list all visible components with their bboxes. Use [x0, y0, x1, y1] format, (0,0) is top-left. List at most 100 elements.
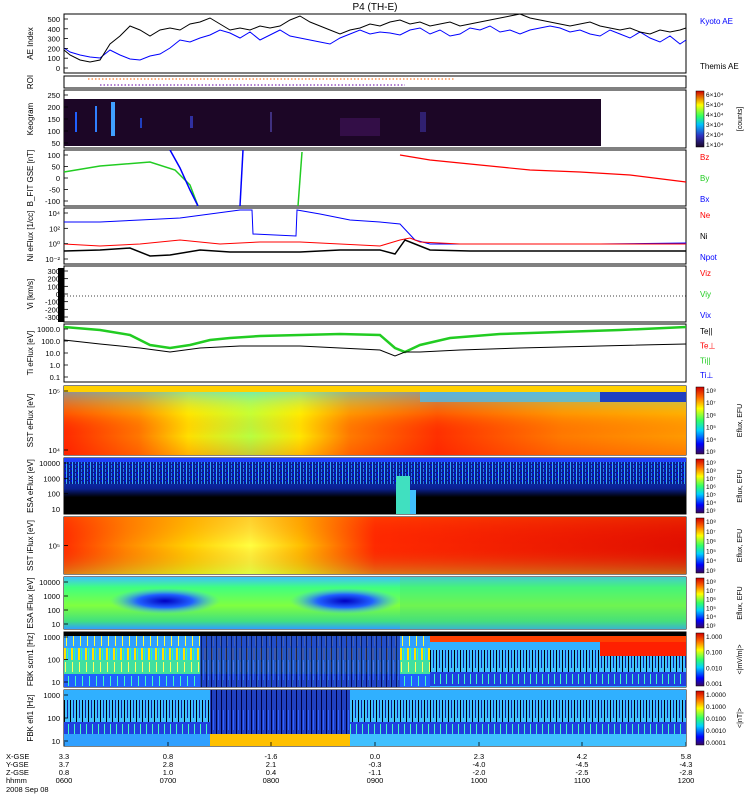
by-line [63, 161, 199, 207]
ylabel-esa_i: ESA iFlux [eV] [26, 577, 35, 628]
colorbar-label-fbk_scm: <|mV/m|> [737, 644, 744, 674]
ytick-label: 10⁵ [49, 542, 60, 551]
colorbar-keogram [695, 90, 705, 148]
legend-velocity-2: Vix [700, 311, 711, 320]
ylabel-velocity: Vi [km/s] [26, 279, 35, 310]
esa-e-panel [64, 458, 686, 514]
colorbar-tick: 10⁵ [706, 548, 716, 555]
sst-i-panel [64, 517, 686, 574]
ephem-value: 3.3 [59, 752, 69, 761]
panel-labels: AE Index5004003002001000ROIKeogram250200… [26, 15, 68, 746]
colorbar-label-sst_e: Eflux, EFU [737, 404, 744, 437]
ytick-label: 400 [47, 25, 60, 34]
colorbar-label-esa_i: Eflux, EFU [737, 586, 744, 619]
colorbar-tick: 10⁵ [706, 492, 716, 499]
ylabel-temperature: Ti eFlux [eV] [26, 331, 35, 376]
legend-temperature-0: Te|| [700, 327, 713, 336]
colorbar-tick: 10⁸ [706, 519, 716, 526]
colorbar-tick: 6×10⁴ [706, 92, 724, 99]
colorbars: 6×10⁴ 5×10⁴ 4×10⁴ 3×10⁴ 2×10⁴ 1×10⁴ [counts] 10… [695, 90, 744, 747]
colorbar-tick: 4×10⁴ [706, 112, 724, 119]
colorbar-tick: 0.0100 [706, 716, 726, 723]
colorbar-tick: 0.010 [706, 665, 723, 672]
velocity-panel [58, 268, 686, 322]
ytick-label: 10² [49, 224, 60, 233]
colorbar-label-fbk_efi: <|nT|> [737, 708, 744, 728]
ephem-value: 0.0 [370, 752, 380, 761]
colorbar-tick: 10⁷ [706, 400, 716, 407]
ytick-label: 1000 [43, 691, 60, 700]
ephem-value: -0.3 [369, 760, 382, 769]
ytick-label: 10 [52, 737, 60, 746]
ytick-label: 10 [52, 620, 60, 629]
colorbar-tick: 10⁸ [706, 388, 716, 395]
ytick-label: 10⁵ [49, 387, 60, 396]
colorbar-tick: 10⁷ [706, 476, 716, 483]
ephem-value: 0.8 [59, 768, 69, 777]
ephem-value: -1.1 [369, 768, 382, 777]
ytick-label: -50 [49, 186, 60, 195]
ytick-label: 10000 [39, 459, 60, 468]
ni-line [64, 209, 687, 245]
ephem-value: -2.0 [473, 768, 486, 777]
colorbar-tick: 10⁶ [706, 484, 716, 491]
ephem-value: 0900 [367, 776, 384, 785]
legend-bfield-1: By [700, 174, 709, 183]
ephem-row-label: hhmm [6, 776, 27, 785]
colorbar-label-sst_i: Eflux, EFU [737, 529, 744, 562]
legend-bfield-2: Bx [700, 195, 709, 204]
colorbar-tick: 10⁶ [706, 539, 716, 546]
ephemeris-table: X-GSE 3.3 0.8 -1.6 0.0 2.3 4.2 5.8 Y-GSE 3.7 2.8 2.… [6, 742, 694, 794]
bz-line [399, 154, 687, 183]
density-panel [63, 209, 687, 257]
ephem-value: -1.6 [265, 752, 278, 761]
colorbar-tick: 10⁴ [706, 437, 716, 444]
colorbar-label-esa_e: Eflux, EFU [737, 469, 744, 502]
ephem-value: -2.5 [576, 768, 589, 777]
colorbar-tick: 10⁵ [706, 605, 716, 612]
legend-temperature-2: Ti|| [700, 356, 711, 365]
ytick-label: 0.1 [50, 373, 60, 382]
colorbar-tick: 0.1000 [706, 704, 726, 711]
colorbar-tick: 1.0000 [706, 692, 726, 699]
ytick-label: 100 [47, 656, 60, 665]
fbk-efi-panel [64, 690, 686, 746]
ytick-label: 100 [47, 282, 60, 291]
colorbar-tick: 10³ [706, 508, 716, 515]
ytick-label: -100 [45, 298, 60, 307]
ytick-label: 50 [52, 139, 60, 148]
npot-line [63, 239, 686, 257]
temperature-panel [63, 325, 687, 357]
ylabel-ae: AE Index [26, 27, 35, 59]
ae-kyoto-line [63, 25, 687, 61]
legend-density-1: Ni [700, 232, 708, 241]
sst-e-panel [64, 386, 686, 455]
colorbar-tick: 1.000 [706, 634, 723, 641]
legend-density-0: Ne [700, 211, 711, 220]
panel-frame-temperature [63, 323, 687, 383]
ytick-label: 10⁴ [48, 209, 60, 218]
bfield-panel [63, 149, 687, 207]
ytick-label: 10000 [39, 578, 60, 587]
keogram-panel [64, 99, 601, 146]
ytick-label: 0 [56, 174, 60, 183]
colorbar-fbk_efi [695, 690, 705, 746]
colorbar-tick: 0.100 [706, 650, 723, 657]
ytick-label: 250 [47, 91, 60, 100]
legend-velocity-1: Viy [700, 290, 711, 299]
colorbar-fbk_scm [695, 632, 705, 687]
ytick-label: 10⁴ [48, 446, 60, 455]
ytick-label: 10⁰ [49, 240, 60, 249]
colorbar-tick: 10⁷ [706, 529, 716, 536]
ytick-label: 100.0 [41, 337, 60, 346]
colorbar-tick: 1×10⁴ [706, 142, 724, 149]
ephem-value: 2.1 [266, 760, 276, 769]
ytick-label: 50 [52, 163, 60, 172]
colorbar-tick: 0.0010 [706, 728, 726, 735]
ytick-label: -300 [45, 313, 60, 322]
colorbar-tick: 10⁵ [706, 425, 716, 432]
ytick-label: -100 [45, 197, 60, 206]
ytick-label: 200 [47, 44, 60, 53]
ytick-label: 100 [47, 127, 60, 136]
